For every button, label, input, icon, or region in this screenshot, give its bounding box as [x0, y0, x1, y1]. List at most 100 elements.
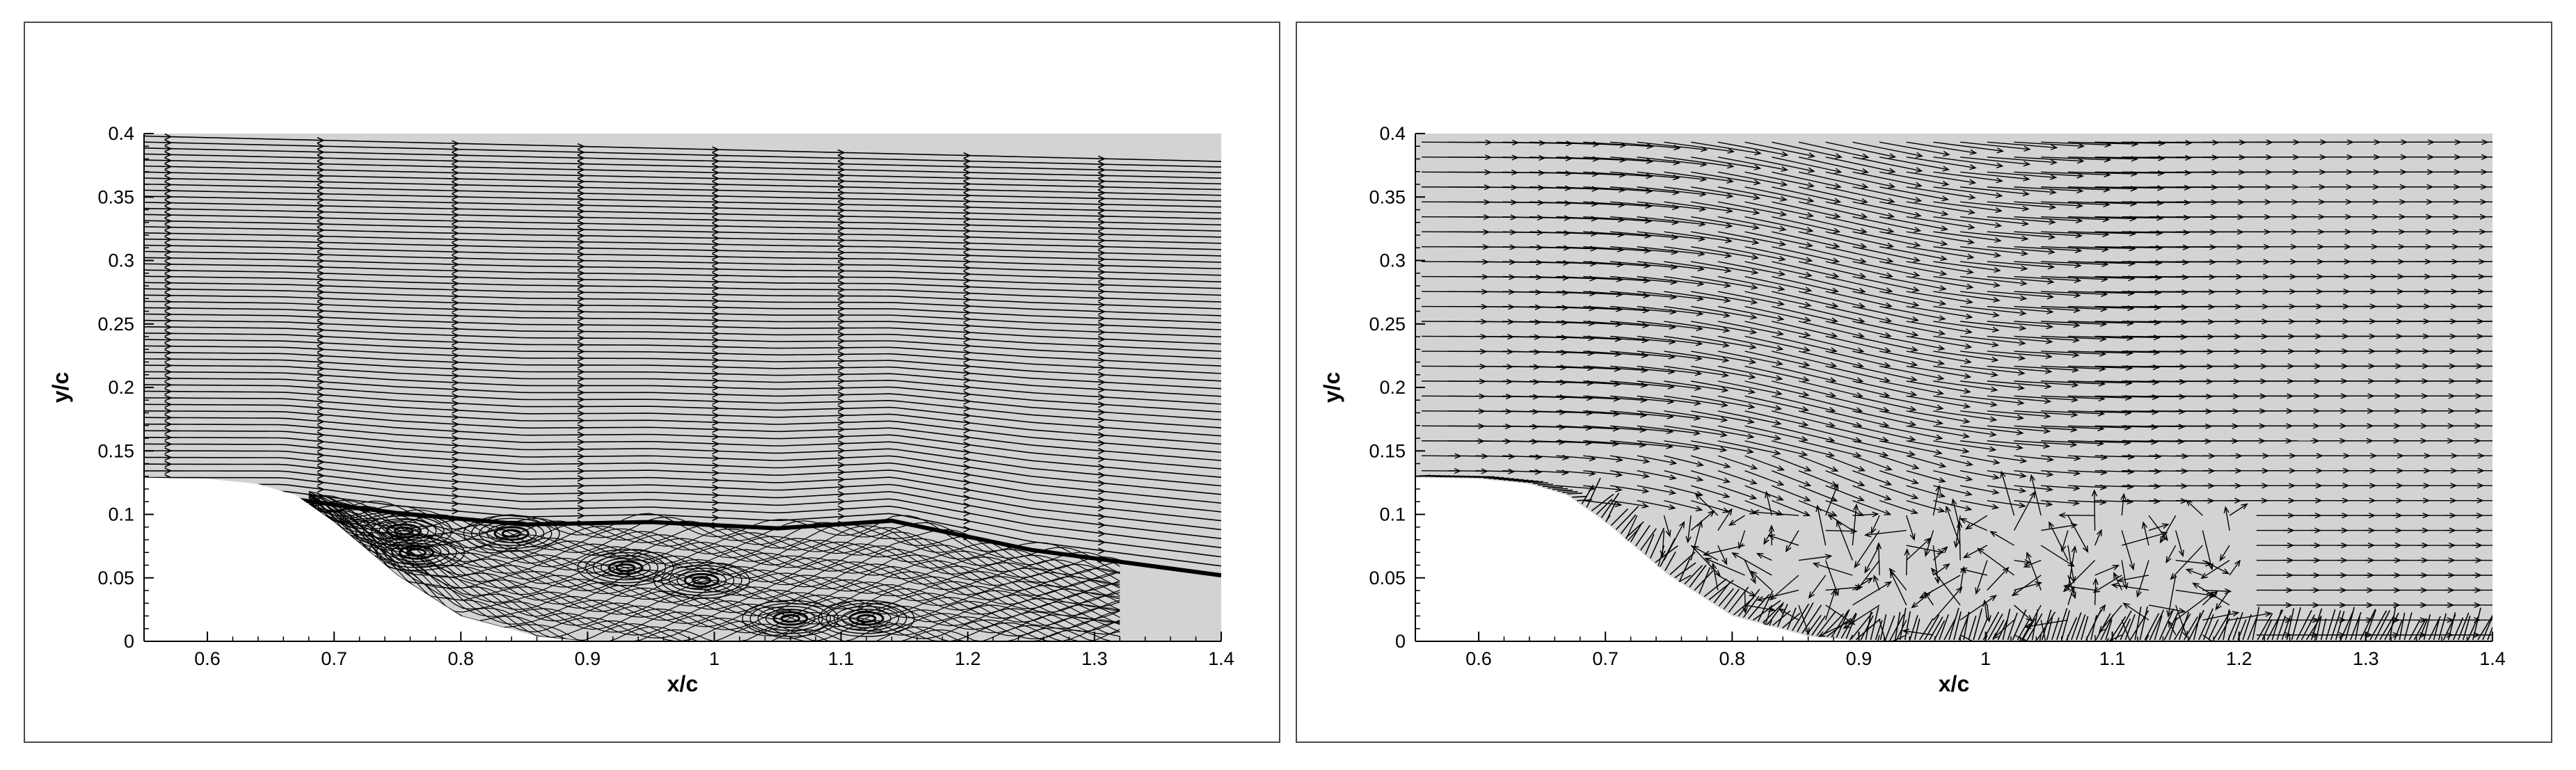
streamline-arrow	[712, 476, 720, 484]
streamline-arrow	[837, 351, 846, 358]
streamline-arrow	[164, 305, 173, 312]
streamline-arrow	[837, 225, 846, 232]
streamline-arrow	[164, 394, 173, 401]
streamline-arrow	[577, 417, 586, 424]
streamline-arrow	[452, 379, 460, 386]
streamline-arrow	[712, 337, 720, 344]
streamline-arrow	[963, 471, 971, 479]
streamline-arrow	[164, 181, 173, 189]
streamline-arrow	[837, 184, 846, 191]
streamline-arrow	[164, 230, 173, 237]
streamline-arrow	[164, 205, 173, 213]
streamline-arrow	[164, 355, 173, 362]
streamline-arrow	[1097, 456, 1106, 463]
streamline-arrow	[712, 223, 720, 230]
streamline-arrow	[164, 242, 173, 249]
streamline-arrow	[317, 220, 325, 227]
streamline-arrow	[963, 479, 971, 486]
streamline-arrow	[837, 189, 846, 196]
streamline-arrow	[963, 398, 971, 405]
streamline-arrow	[837, 440, 846, 447]
streamline-arrow	[837, 298, 846, 306]
streamline-arrow	[1097, 282, 1106, 289]
y-tick-label: 0	[124, 631, 134, 652]
streamline-arrow	[577, 382, 586, 390]
streamline-arrow	[317, 239, 325, 246]
streamline-arrow	[1097, 350, 1106, 357]
streamline-arrow	[577, 460, 586, 467]
streamline-arrow	[837, 490, 846, 498]
streamline-arrow	[1097, 166, 1106, 174]
streamline-arrow	[577, 504, 586, 512]
streamline-arrow	[164, 163, 173, 170]
streamline-arrow	[1097, 189, 1106, 196]
streamline-arrow	[577, 178, 586, 185]
streamline-arrow	[837, 378, 846, 385]
x-tick-label: 1.2	[955, 648, 981, 669]
streamline-arrow	[577, 446, 586, 453]
streamline-arrow	[317, 173, 325, 179]
streamline-arrow	[452, 332, 460, 339]
streamline-arrow	[577, 226, 586, 233]
streamline-arrow	[963, 169, 971, 176]
streamline-arrow	[164, 292, 173, 299]
streamline-arrow	[963, 434, 971, 441]
streamline-arrow	[837, 318, 846, 326]
streamline-arrow	[577, 403, 586, 410]
streamline-arrow	[164, 193, 173, 200]
streamline-arrow	[963, 234, 971, 241]
streamline-arrow	[837, 344, 846, 351]
streamline-arrow	[963, 258, 971, 265]
streamline-arrow	[317, 378, 325, 385]
streamline-arrow	[317, 161, 325, 168]
streamline-arrow	[1097, 207, 1106, 214]
streamline-arrow	[577, 214, 586, 221]
streamline-arrow	[317, 444, 325, 452]
streamline-arrow	[837, 172, 846, 179]
streamlines	[144, 134, 1221, 641]
streamline-arrow	[577, 289, 586, 296]
streamline-arrow	[452, 435, 460, 442]
streamline-arrow	[577, 208, 586, 215]
streamline-arrow	[577, 295, 586, 303]
streamline-arrow	[577, 308, 586, 315]
streamline-arrow	[712, 291, 720, 298]
streamline-arrow	[963, 384, 971, 391]
streamline-arrow	[577, 239, 586, 246]
streamline-arrow	[452, 223, 460, 231]
streamline-arrow	[712, 169, 720, 177]
streamline-arrow	[963, 180, 971, 188]
streamline-arrow	[452, 345, 460, 353]
streamline-arrow	[452, 326, 460, 332]
streamline-arrow	[712, 462, 720, 470]
streamline-arrow	[317, 184, 325, 191]
streamline-arrow	[837, 331, 846, 338]
streamline-arrow	[963, 316, 971, 323]
streamline-arrow	[712, 241, 720, 248]
streamline-arrow	[164, 454, 173, 461]
streamline-arrow	[452, 287, 460, 294]
streamline-arrow	[317, 208, 325, 216]
streamline-arrow	[164, 401, 173, 408]
streamline-arrow	[452, 181, 460, 189]
streamline-arrow	[577, 335, 586, 342]
streamline-arrow	[963, 216, 971, 223]
streamline-arrow	[1097, 308, 1106, 315]
streamline-arrow	[1097, 288, 1106, 295]
streamline-arrow	[963, 456, 971, 463]
streamline-arrow	[963, 502, 971, 509]
streamline-arrow	[712, 198, 720, 206]
streamline-arrow	[712, 350, 720, 357]
streamline-arrow	[1097, 394, 1106, 401]
streamline-arrow	[164, 267, 173, 274]
streamline-arrow	[577, 321, 586, 328]
y-tick-label: 0.4	[108, 123, 134, 144]
streamline-arrow	[837, 213, 846, 220]
x-tick-label: 0.6	[194, 648, 221, 669]
streamline-arrow	[452, 273, 460, 281]
streamline-arrow	[452, 486, 460, 492]
streamline-arrow	[1097, 378, 1106, 386]
streamline-arrow	[452, 248, 460, 255]
streamline-arrow	[837, 469, 846, 476]
streamline-arrow	[164, 440, 173, 448]
